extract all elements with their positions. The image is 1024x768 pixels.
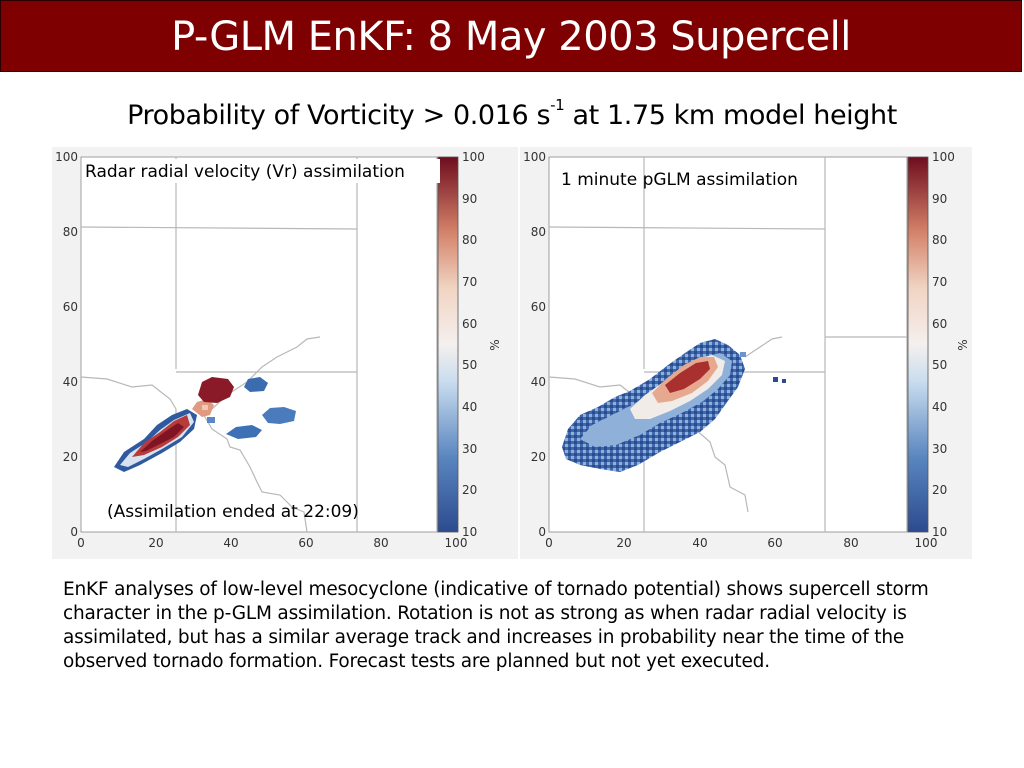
panel-label: 1 minute pGLM assimilation [561,170,798,190]
y-axis-ticks: 0 20 40 60 80 100 [55,150,78,539]
x-axis-ticks: 0 20 40 60 80 100 [545,536,937,550]
colorbar-tick: 40 [932,400,947,414]
x-tick: 40 [692,536,707,550]
vr-assimilation-figure: 0 20 40 60 80 100 0 20 40 60 80 100 10 2… [52,147,518,559]
title-bar: P-GLM EnKF: 8 May 2003 Supercell [0,0,1022,72]
plot-area [80,156,438,533]
assimilation-note: (Assimilation ended at 22:09) [107,502,359,522]
y-tick: 40 [63,375,78,389]
x-tick: 60 [767,536,782,550]
slide-caption: EnKF analyses of low-level mesocyclone (… [63,579,929,672]
colorbar-tick: 70 [932,275,947,289]
x-tick: 40 [223,536,238,550]
colorbar [907,156,929,533]
y-tick: 40 [531,375,546,389]
y-axis-ticks: 0 20 40 60 80 100 [523,150,546,539]
slide-subtitle: Probability of Vorticity > 0.016 s-1 at … [0,96,1024,131]
x-tick: 20 [616,536,631,550]
colorbar-tick: 50 [932,358,947,372]
y-tick: 20 [63,450,78,464]
x-tick: 100 [915,536,938,550]
subtitle-main: Probability of Vorticity > 0.016 s [127,100,551,131]
colorbar-tick: 20 [462,483,477,497]
colorbar-label: % [956,339,970,350]
colorbar-tick: 90 [462,192,477,206]
subtitle-tail: at 1.75 km model height [564,100,897,131]
x-tick: 80 [373,536,388,550]
y-tick: 80 [63,225,78,239]
panel-label-bg [84,159,440,183]
colorbar-tick: 60 [932,317,947,331]
colorbar [437,156,459,533]
vr-assimilation-plot: 0 20 40 60 80 100 0 20 40 60 80 100 10 2… [55,150,502,550]
y-tick: 0 [538,525,546,539]
x-tick: 100 [445,536,468,550]
pglm-assimilation-figure: 0 20 40 60 80 100 0 20 40 60 80 100 10 2… [520,147,972,559]
y-tick: 100 [55,150,78,164]
x-tick: 20 [148,536,163,550]
x-axis-ticks: 0 20 40 60 80 100 [77,536,467,550]
colorbar-tick: 30 [462,442,477,456]
colorbar-label: % [488,339,502,350]
colorbar-tick: 80 [932,233,947,247]
colorbar-tick: 20 [932,483,947,497]
colorbar-ticks: 10 20 30 40 50 60 70 80 90 100 [462,150,485,539]
x-tick: 80 [843,536,858,550]
colorbar-tick: 10 [932,525,947,539]
y-tick: 20 [531,450,546,464]
colorbar-tick: 100 [462,150,485,164]
y-tick: 60 [531,300,546,314]
y-tick: 100 [523,150,546,164]
panel-label: Radar radial velocity (Vr) assimilation [85,162,405,182]
subtitle-exponent: -1 [550,96,565,114]
x-tick: 0 [77,536,85,550]
colorbar-tick: 30 [932,442,947,456]
y-tick: 0 [70,525,78,539]
pglm-assimilation-plot: 0 20 40 60 80 100 0 20 40 60 80 100 10 2… [523,150,970,550]
x-tick: 0 [545,536,553,550]
colorbar-ticks: 10 20 30 40 50 60 70 80 90 100 [932,150,955,539]
colorbar-tick: 50 [462,358,477,372]
colorbar-tick: 80 [462,233,477,247]
colorbar-tick: 70 [462,275,477,289]
colorbar-tick: 90 [932,192,947,206]
x-tick: 60 [298,536,313,550]
colorbar-tick: 40 [462,400,477,414]
colorbar-tick: 100 [932,150,955,164]
colorbar-tick: 60 [462,317,477,331]
vorticity-probability-field [114,377,296,472]
vorticity-probability-field [562,339,786,472]
colorbar-tick: 10 [462,525,477,539]
y-tick: 60 [63,300,78,314]
y-tick: 80 [531,225,546,239]
slide-title: P-GLM EnKF: 8 May 2003 Supercell [171,14,851,60]
